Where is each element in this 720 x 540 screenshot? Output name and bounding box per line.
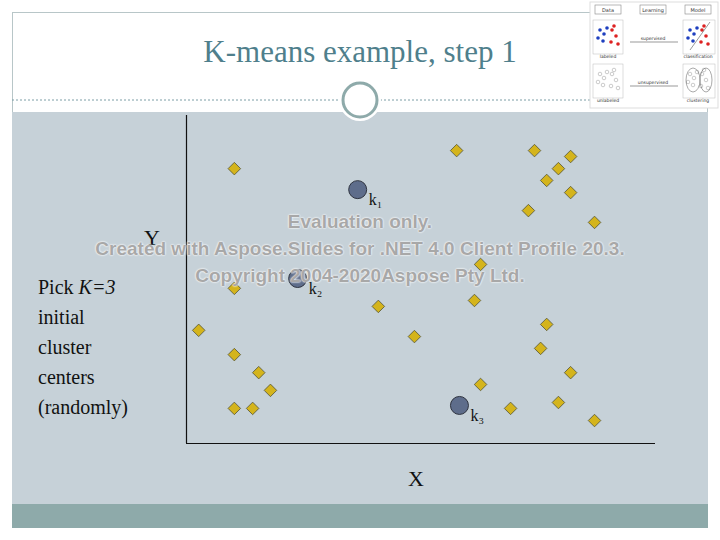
svg-text:unlabeled: unlabeled [597,98,619,103]
svg-text:labeled: labeled [600,54,617,59]
svg-text:k₂: k₂ [309,280,323,297]
svg-text:Learning: Learning [642,7,664,14]
svg-text:classification: classification [683,54,712,59]
svg-text:k₁: k₁ [369,191,383,208]
svg-text:k₃: k₃ [470,407,484,424]
svg-text:Model: Model [690,7,705,13]
svg-text:clustering: clustering [687,98,709,103]
svg-text:Data: Data [602,7,614,13]
svg-text:supervised: supervised [641,36,666,41]
svg-text:unsupervised: unsupervised [638,80,668,85]
